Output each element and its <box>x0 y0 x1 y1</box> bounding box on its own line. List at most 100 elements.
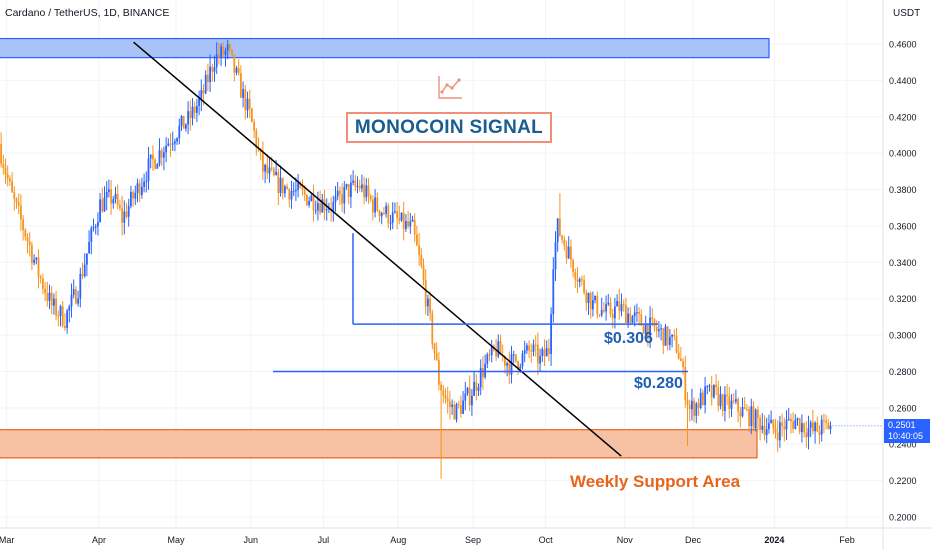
candle-body <box>728 395 731 409</box>
candle-body <box>44 288 46 294</box>
y-tick-label: 0.3000 <box>889 331 917 341</box>
candle-body <box>609 302 612 314</box>
candle-body <box>273 168 275 175</box>
candle-body <box>90 228 93 243</box>
candle-body <box>603 309 605 312</box>
candle-body <box>746 409 748 411</box>
candle-body <box>563 239 566 246</box>
candle-body <box>460 405 462 414</box>
candle-body <box>561 235 563 240</box>
candle-body <box>20 205 22 220</box>
candle-body <box>550 314 552 355</box>
zones <box>0 37 770 459</box>
candle-body <box>50 292 53 306</box>
candle-body <box>92 227 95 229</box>
candle-body <box>13 192 16 199</box>
candle-body <box>655 327 658 332</box>
candle-body <box>620 304 623 312</box>
candle-body <box>35 257 38 260</box>
candle-body <box>169 143 172 145</box>
x-tick-label: Apr <box>92 535 106 545</box>
candle-body <box>385 205 387 214</box>
candle-body <box>774 428 777 433</box>
candle-body <box>534 344 537 346</box>
candle-body <box>413 219 416 235</box>
candle-body <box>255 130 258 148</box>
candle-body <box>242 89 244 98</box>
candle-body <box>451 404 453 407</box>
candle-body <box>101 199 104 212</box>
candle-body <box>572 259 574 273</box>
candle-body <box>618 301 621 312</box>
trend-lines <box>133 41 883 457</box>
candle-body <box>693 400 695 416</box>
candle-body <box>827 422 830 430</box>
candle-body <box>202 90 205 94</box>
x-tick-label: May <box>167 535 185 545</box>
candle-body <box>290 191 293 200</box>
candle-body <box>741 407 744 417</box>
candle-body <box>605 304 607 312</box>
candle-body <box>708 385 711 387</box>
candle-body <box>785 419 788 430</box>
candle-body <box>405 221 407 229</box>
x-tick-label: Dec <box>685 535 702 545</box>
candle-body <box>446 398 449 402</box>
candle-body <box>647 324 649 338</box>
candle-body <box>110 189 112 204</box>
candle-body <box>297 183 299 190</box>
candle-body <box>121 208 123 223</box>
candle-body <box>477 387 480 391</box>
candle-body <box>244 89 247 111</box>
candle-body <box>158 150 161 165</box>
candle-body <box>801 423 803 433</box>
symbol-title[interactable]: Cardano / TetherUS, 1D, BINANCE <box>5 7 170 19</box>
candle-body <box>224 50 227 56</box>
candle-body <box>486 354 489 364</box>
candle-body <box>587 292 590 304</box>
candle-body <box>207 74 209 82</box>
x-tick-label: 2024 <box>764 535 784 545</box>
candle-body <box>724 394 726 412</box>
x-tick-label: Jun <box>244 535 259 545</box>
candle-body <box>136 183 139 193</box>
candle-body <box>99 199 101 223</box>
candle-body <box>598 314 601 316</box>
y-tick-label: 0.2200 <box>889 476 917 486</box>
candle-body <box>565 245 568 259</box>
candle-body <box>495 349 497 357</box>
candle-body <box>528 345 530 351</box>
candle-body <box>103 197 106 212</box>
candle-body <box>638 312 640 315</box>
candle-body <box>510 354 513 375</box>
candle-body <box>616 301 618 307</box>
candle-body <box>691 400 693 410</box>
candle-body <box>772 419 775 429</box>
currency-label[interactable]: USDT <box>893 8 921 19</box>
candle-body <box>253 121 255 131</box>
candle-body <box>354 180 357 187</box>
candle-body <box>783 426 786 430</box>
candle-body <box>66 310 68 328</box>
candle-body <box>132 191 134 199</box>
y-tick-label: 0.4600 <box>889 40 917 50</box>
candle-body <box>515 354 517 362</box>
candle-body <box>464 393 467 401</box>
candle-body <box>429 298 431 313</box>
candle-body <box>719 394 722 406</box>
x-tick-label: Nov <box>617 535 634 545</box>
candle-body <box>312 195 315 211</box>
candle-body <box>633 312 636 317</box>
candle-body <box>246 98 249 111</box>
candle-body <box>737 399 739 412</box>
candle-body <box>262 151 264 172</box>
candle-body <box>752 406 755 429</box>
brand-title: MONOCOIN SIGNAL <box>346 112 552 143</box>
line-chart-icon <box>438 76 462 99</box>
candle-body <box>39 276 42 279</box>
candle-body <box>191 106 194 119</box>
candle-body <box>548 348 550 355</box>
y-tick-label: 0.3400 <box>889 258 917 268</box>
candle-body <box>545 348 548 357</box>
